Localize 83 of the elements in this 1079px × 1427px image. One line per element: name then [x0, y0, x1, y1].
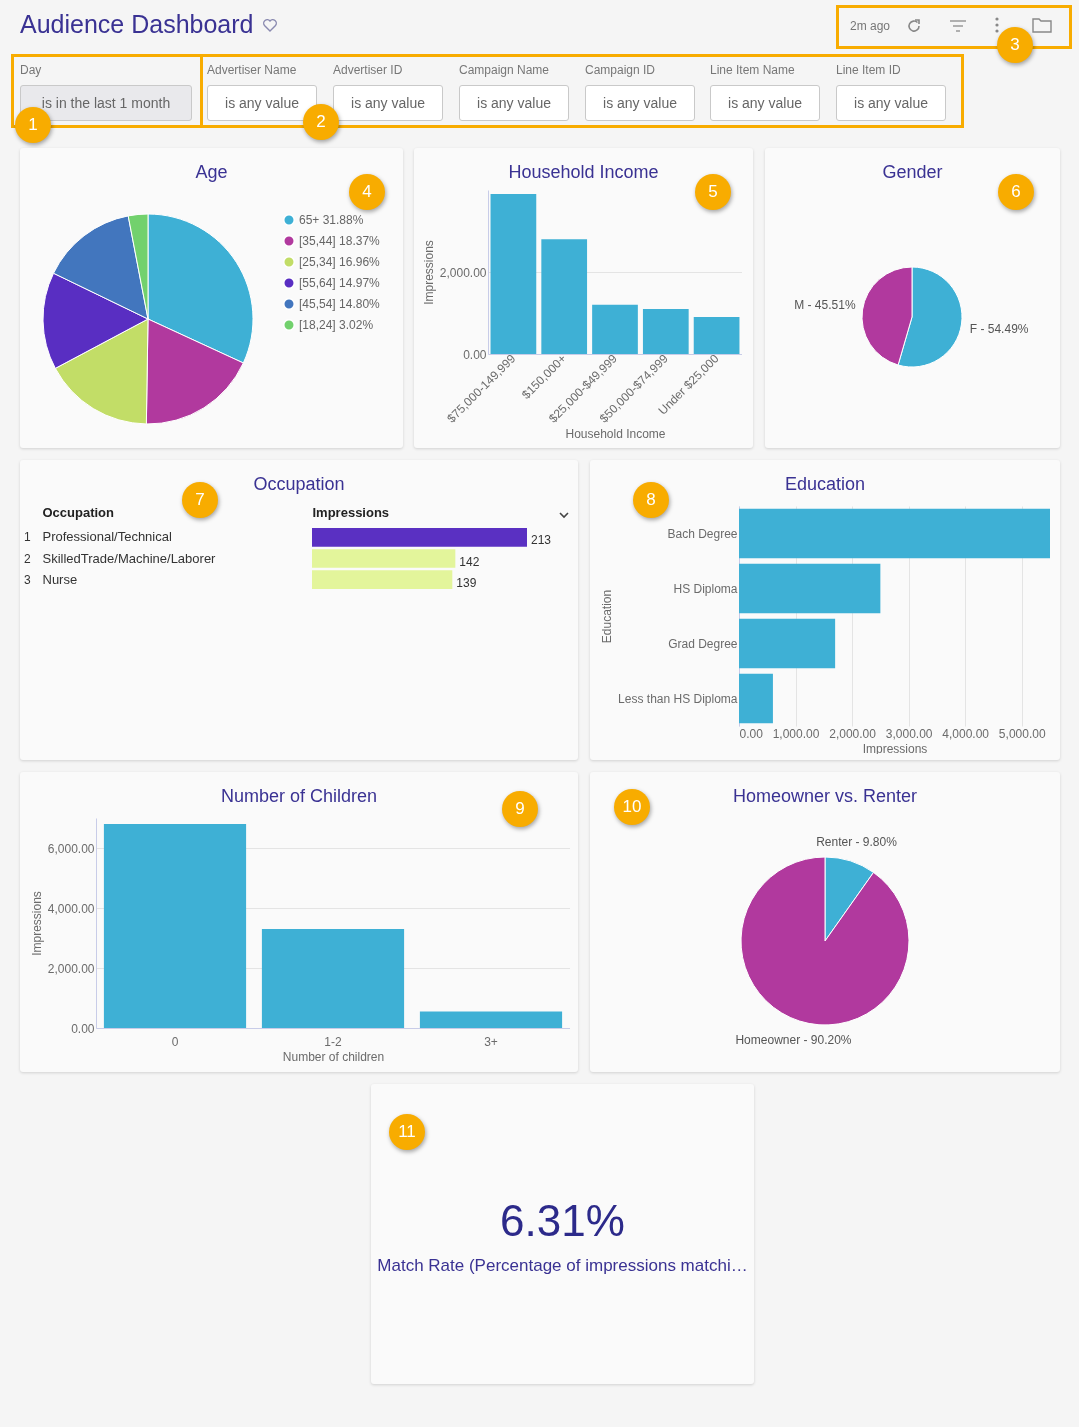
text: Match Rate (Percentage of impressions matchi… — [376, 1256, 749, 1276]
chart-title: Gender — [881, 162, 944, 183]
y-tick-label: SkilledTrade/Machine/Laborer — [42, 550, 217, 566]
bar — [739, 618, 836, 669]
slice-label: F - 54.49% — [969, 322, 1029, 337]
text: 3 — [24, 572, 31, 587]
text: is any value — [459, 85, 569, 121]
legend-label: [18,24] 3.02% — [299, 318, 374, 332]
text: Day — [20, 63, 42, 77]
text: 2 — [24, 551, 31, 566]
chart-title: Age — [194, 162, 229, 183]
y-tick-label: Nurse — [42, 571, 78, 587]
legend-label: [35,44] 18.37% — [299, 234, 381, 248]
y-axis-title: Impressions — [421, 240, 436, 305]
chart-title: Education — [784, 474, 866, 494]
slice-label: M - 45.51% — [794, 297, 856, 312]
y-axis-title: Education — [600, 589, 615, 644]
text: Advertiser ID — [333, 63, 403, 77]
legend-label: 65+ 31.88% — [299, 213, 364, 227]
y-axis-title: Impressions — [29, 891, 44, 956]
x-tick-label: 4,000.00 — [942, 726, 990, 741]
bar — [541, 239, 588, 354]
bar — [103, 824, 247, 1028]
badge: 1 — [15, 107, 51, 143]
bar — [642, 308, 689, 354]
slice-label: Renter - 9.80% — [816, 834, 898, 849]
badge: 2 — [303, 104, 339, 140]
x-tick-label: 1,000.00 — [772, 726, 820, 741]
legend-label: [45,54] 14.80% — [299, 297, 381, 311]
text: 2m ago — [850, 19, 891, 33]
data-label: 139 — [456, 575, 477, 590]
y-tick-label: 0.00 — [71, 1021, 95, 1036]
chart-title: Household Income — [507, 162, 660, 183]
slice-label: Homeowner - 90.20% — [735, 1033, 852, 1048]
pie-slice — [740, 856, 910, 1026]
chart-title: Occupation — [253, 474, 345, 494]
text: 6.31% — [499, 1196, 626, 1246]
bar — [739, 563, 881, 614]
y-tick-label: Professional/Technical — [42, 529, 172, 545]
legend-label: [25,34] 16.96% — [299, 255, 381, 269]
text: Line Item Name — [710, 63, 795, 77]
x-tick-label: 0.00 — [739, 726, 764, 741]
x-axis-title: Household Income — [565, 426, 666, 441]
y-tick-label: 2,000.00 — [47, 961, 95, 976]
x-axis-title: Impressions — [312, 504, 390, 520]
text: Campaign Name — [459, 63, 550, 77]
x-axis-title: Number of children — [282, 1049, 385, 1064]
x-tick-label: 1-2 — [324, 1034, 342, 1049]
bar — [739, 508, 1050, 559]
data-label: 213 — [531, 533, 552, 548]
text: 1 — [24, 530, 31, 545]
y-tick-label: Less than HS Diploma — [618, 691, 738, 706]
y-tick-label: HS Diploma — [673, 581, 738, 596]
bar — [490, 194, 537, 354]
bar — [693, 317, 740, 354]
x-tick-label: 3,000.00 — [885, 726, 933, 741]
y-axis-title: Occupation — [42, 504, 115, 520]
x-tick-label: 2,000.00 — [829, 726, 877, 741]
y-tick-label: 4,000.00 — [47, 901, 95, 916]
chart-title: Homeowner vs. Renter — [732, 786, 918, 806]
text: is any value — [333, 85, 443, 121]
badge: 3 — [997, 27, 1033, 63]
bar — [261, 929, 405, 1028]
text: Line Item ID — [836, 63, 901, 77]
bar — [419, 1011, 563, 1028]
data-label: 142 — [459, 554, 480, 569]
y-tick-label: Bach Degree — [667, 526, 738, 541]
text: Campaign ID — [585, 63, 656, 77]
text: Audience Dashboard — [20, 10, 254, 39]
text: is any value — [710, 85, 820, 121]
x-tick-label: 3+ — [484, 1034, 498, 1049]
chart-title: Number of Children — [220, 786, 378, 806]
legend-label: [55,64] 14.97% — [299, 276, 381, 290]
text: Advertiser Name — [207, 63, 297, 77]
x-tick-label: 5,000.00 — [998, 726, 1046, 741]
bar — [739, 673, 773, 724]
text: is any value — [585, 85, 695, 121]
bar — [592, 304, 638, 354]
x-tick-label: 0 — [171, 1034, 179, 1049]
text: is any value — [836, 85, 946, 121]
text: is any value — [207, 85, 317, 121]
y-tick-label: Grad Degree — [668, 636, 738, 651]
y-tick-label: 6,000.00 — [47, 841, 95, 856]
